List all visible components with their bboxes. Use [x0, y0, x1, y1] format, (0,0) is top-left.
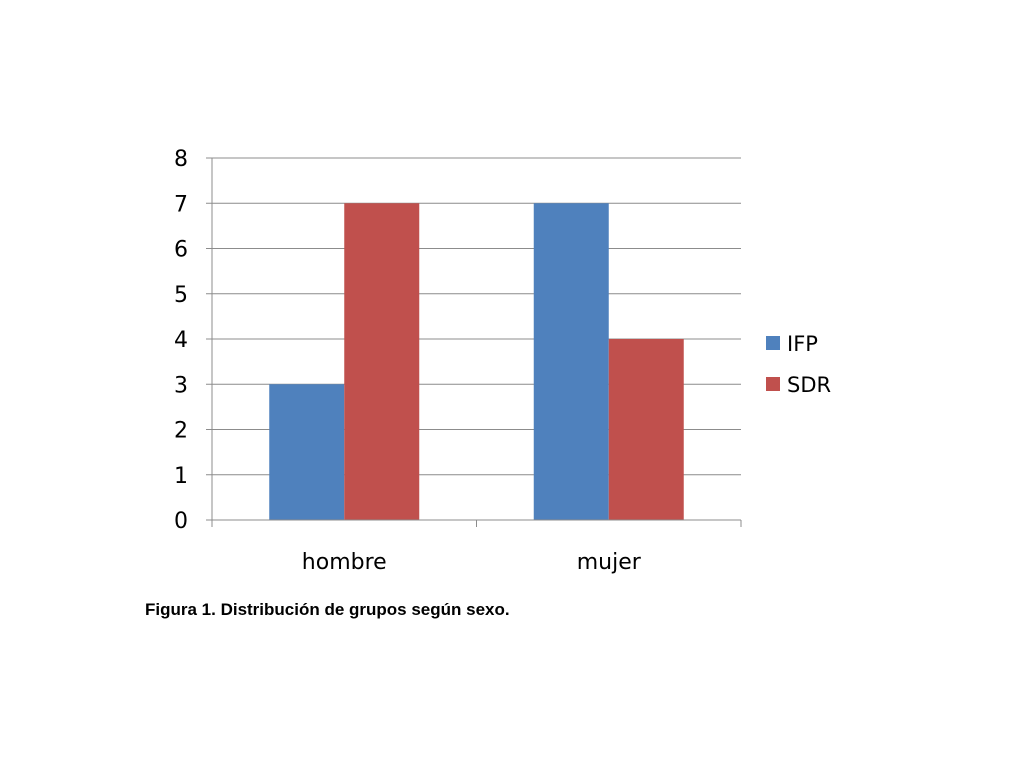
y-tick-label: 0 — [174, 509, 188, 534]
y-tick-label: 5 — [174, 283, 188, 308]
y-tick-label: 6 — [174, 238, 188, 263]
legend: IFP SDR — [766, 332, 831, 397]
y-axis-tick-labels: 0 1 2 3 4 5 6 7 8 — [174, 147, 188, 534]
y-tick-label: 1 — [174, 464, 188, 489]
axes — [206, 157, 742, 527]
figure-caption: Figura 1. Distribución de grupos según s… — [145, 600, 510, 619]
bar-ifp-mujer — [533, 203, 609, 520]
legend-swatch-ifp — [766, 336, 780, 350]
legend-swatch-sdr — [766, 377, 780, 391]
y-tick-label: 4 — [174, 328, 188, 353]
y-tick-label: 2 — [174, 419, 188, 444]
bar-sdr-mujer — [608, 339, 684, 520]
bars — [269, 203, 684, 520]
x-axis-category-labels: hombre mujer — [302, 550, 642, 575]
x-category-label: hombre — [302, 550, 387, 575]
bar-sdr-hombre — [344, 203, 420, 520]
y-tick-label: 7 — [174, 192, 188, 217]
legend-label-sdr: SDR — [787, 373, 831, 397]
x-category-label: mujer — [577, 550, 642, 575]
legend-label-ifp: IFP — [787, 332, 818, 356]
bar-ifp-hombre — [269, 384, 345, 520]
y-tick-label: 8 — [174, 147, 188, 172]
y-tick-label: 3 — [174, 373, 188, 398]
